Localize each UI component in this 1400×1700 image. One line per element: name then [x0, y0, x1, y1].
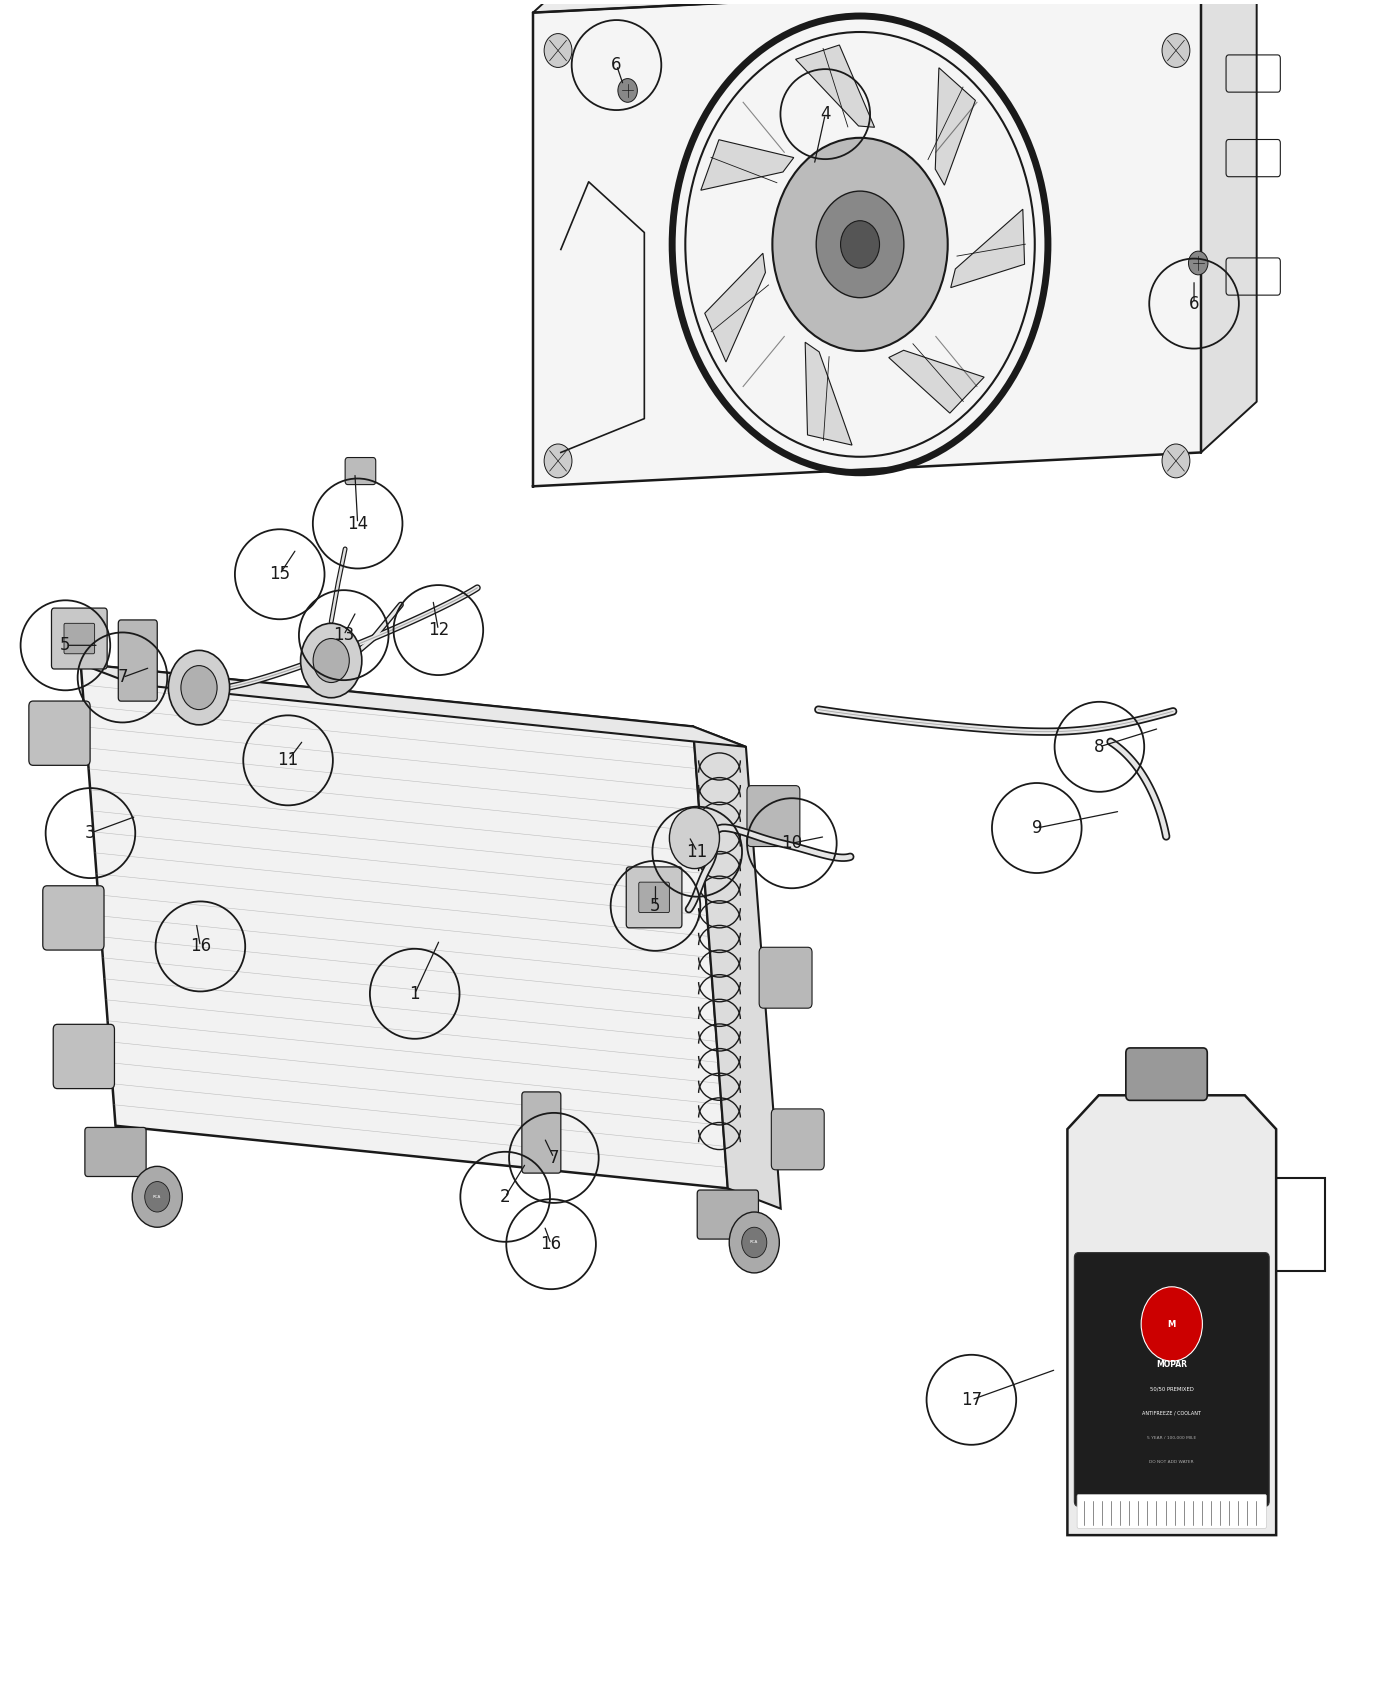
Text: M: M — [1168, 1319, 1176, 1328]
Circle shape — [314, 639, 349, 682]
FancyBboxPatch shape — [759, 947, 812, 1008]
FancyBboxPatch shape — [697, 1190, 759, 1239]
Text: 6: 6 — [1189, 294, 1200, 313]
Circle shape — [1162, 34, 1190, 68]
Polygon shape — [1067, 1095, 1277, 1535]
Polygon shape — [81, 665, 728, 1188]
Text: 6: 6 — [612, 56, 622, 75]
Polygon shape — [805, 342, 853, 445]
Text: RCA: RCA — [153, 1195, 161, 1198]
FancyBboxPatch shape — [52, 609, 108, 670]
Circle shape — [617, 78, 637, 102]
Text: RCA: RCA — [750, 1241, 759, 1244]
FancyBboxPatch shape — [118, 620, 157, 700]
Polygon shape — [951, 209, 1025, 287]
Polygon shape — [795, 44, 875, 128]
Text: 8: 8 — [1095, 738, 1105, 756]
Text: 7: 7 — [549, 1149, 559, 1166]
Text: 7: 7 — [118, 668, 127, 687]
FancyBboxPatch shape — [626, 867, 682, 928]
Circle shape — [1189, 252, 1208, 275]
Text: MOPAR: MOPAR — [1156, 1360, 1187, 1368]
FancyBboxPatch shape — [346, 457, 375, 484]
FancyBboxPatch shape — [1077, 1494, 1267, 1528]
Text: DO NOT ADD WATER: DO NOT ADD WATER — [1149, 1460, 1194, 1464]
Circle shape — [545, 444, 573, 478]
Circle shape — [132, 1166, 182, 1227]
Text: 12: 12 — [428, 620, 449, 639]
Circle shape — [301, 624, 361, 697]
FancyBboxPatch shape — [638, 882, 669, 913]
Text: 11: 11 — [277, 751, 298, 770]
Polygon shape — [704, 253, 766, 362]
FancyBboxPatch shape — [771, 1108, 825, 1170]
Text: 10: 10 — [781, 835, 802, 852]
Text: 14: 14 — [347, 515, 368, 532]
Polygon shape — [1201, 0, 1257, 452]
FancyBboxPatch shape — [1126, 1047, 1207, 1100]
Text: 11: 11 — [686, 843, 708, 860]
FancyBboxPatch shape — [43, 886, 104, 950]
Text: 9: 9 — [1032, 819, 1042, 836]
FancyBboxPatch shape — [64, 624, 95, 654]
Circle shape — [1141, 1287, 1203, 1362]
FancyBboxPatch shape — [85, 1127, 146, 1176]
Text: 4: 4 — [820, 105, 830, 122]
Text: ANTIFREEZE / COOLANT: ANTIFREEZE / COOLANT — [1142, 1411, 1201, 1416]
Polygon shape — [701, 139, 794, 190]
Circle shape — [181, 666, 217, 709]
Text: 17: 17 — [960, 1391, 981, 1409]
Text: 1: 1 — [409, 984, 420, 1003]
Circle shape — [840, 221, 879, 269]
Text: 15: 15 — [269, 566, 290, 583]
FancyBboxPatch shape — [29, 700, 90, 765]
Polygon shape — [533, 0, 1257, 12]
Polygon shape — [81, 665, 746, 746]
Text: 50/50 PREMIXED: 50/50 PREMIXED — [1149, 1387, 1194, 1392]
Polygon shape — [693, 726, 781, 1209]
Circle shape — [669, 808, 720, 869]
Circle shape — [773, 138, 948, 350]
Circle shape — [742, 1227, 767, 1258]
Text: 5: 5 — [60, 636, 70, 654]
Text: 2: 2 — [500, 1188, 511, 1205]
Text: 13: 13 — [333, 626, 354, 644]
Circle shape — [545, 34, 573, 68]
Circle shape — [816, 190, 904, 298]
Text: 16: 16 — [190, 937, 211, 955]
FancyBboxPatch shape — [53, 1025, 115, 1088]
Circle shape — [168, 651, 230, 724]
Polygon shape — [533, 0, 1201, 486]
FancyBboxPatch shape — [1074, 1253, 1270, 1506]
FancyBboxPatch shape — [748, 785, 799, 847]
Polygon shape — [935, 68, 976, 185]
Text: 3: 3 — [85, 824, 95, 842]
Circle shape — [1162, 444, 1190, 478]
FancyBboxPatch shape — [522, 1091, 561, 1173]
Text: 5: 5 — [650, 898, 661, 915]
Text: 16: 16 — [540, 1236, 561, 1253]
Polygon shape — [889, 350, 984, 413]
Circle shape — [144, 1182, 169, 1212]
Text: 5 YEAR / 100,000 MILE: 5 YEAR / 100,000 MILE — [1147, 1436, 1197, 1440]
Circle shape — [729, 1212, 780, 1273]
